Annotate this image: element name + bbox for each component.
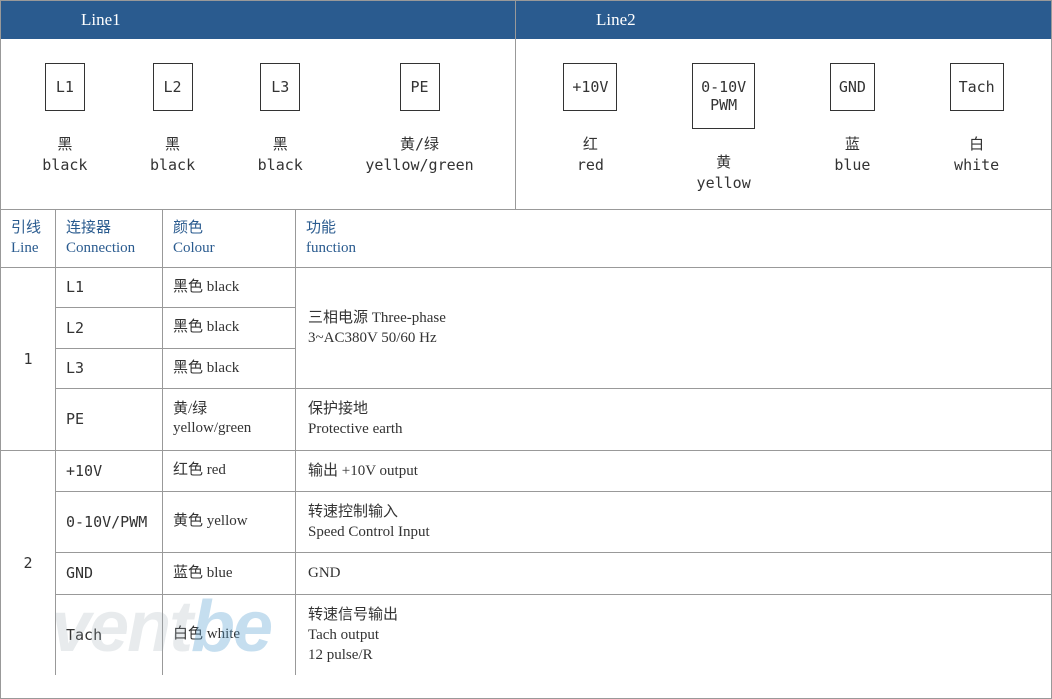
terminal-box: Tach: [950, 63, 1004, 111]
conn-cell: L2: [56, 308, 163, 348]
table-row: GND 蓝色 blue GND: [56, 553, 1051, 594]
terminal-010v-pwm: 0-10V PWM 黄 yellow: [692, 63, 755, 195]
terminal-en-label: black: [258, 156, 303, 174]
func-cell: 输出 +10V output: [296, 451, 1051, 491]
top-section: Line1 L1 黑 black L2 黑 black L3 黑 black: [1, 1, 1051, 210]
table-header-row: 引线 Line 连接器 Connection 颜色 Colour 功能 func…: [1, 210, 1051, 268]
merge-left: L1 黑色 black L2 黑色 black L3 黑色 black: [56, 268, 296, 389]
table-row: 0-10V/PWM 黄色 yellow 转速控制输入 Speed Control…: [56, 492, 1051, 554]
terminal-en-label: black: [42, 156, 87, 174]
terminal-10v: +10V 红 red: [563, 63, 617, 195]
conn-cell: L1: [56, 268, 163, 308]
table-row: +10V 红色 red 输出 +10V output: [56, 451, 1051, 492]
hdr-line-en: Line: [11, 238, 45, 258]
line-number: 2: [1, 451, 56, 676]
table-row: L1 黑色 black: [56, 268, 296, 309]
colour-cell: 黑色 black: [163, 268, 296, 308]
func-cell-merged: 三相电源 Three-phase 3~AC380V 50/60 Hz: [296, 268, 1051, 389]
terminal-en-label: red: [577, 156, 604, 174]
hdr-line: 引线 Line: [1, 210, 56, 267]
colour-cell: 黑色 black: [163, 349, 296, 389]
terminal-tach: Tach 白 white: [950, 63, 1004, 195]
colour-cell: 黄/绿 yellow/green: [163, 389, 296, 450]
terminal-l3: L3 黑 black: [258, 63, 303, 195]
hdr-colour: 颜色 Colour: [163, 210, 296, 267]
merged-rows: L1 黑色 black L2 黑色 black L3 黑色 black 三相电源…: [56, 268, 1051, 390]
colour-cell: 蓝色 blue: [163, 553, 296, 593]
line-body: L1 黑色 black L2 黑色 black L3 黑色 black 三相电源…: [56, 268, 1051, 450]
conn-cell: GND: [56, 553, 163, 593]
terminal-box: L2: [153, 63, 193, 111]
hdr-colour-cn: 颜色: [173, 218, 285, 238]
func-cell: 保护接地 Protective earth: [296, 389, 1051, 450]
terminal-gnd: GND 蓝 blue: [830, 63, 875, 195]
wiring-spec-container: Line1 L1 黑 black L2 黑 black L3 黑 black: [0, 0, 1052, 699]
conn-cell: L3: [56, 349, 163, 389]
hdr-connection: 连接器 Connection: [56, 210, 163, 267]
table-row: PE 黄/绿 yellow/green 保护接地 Protective eart…: [56, 389, 1051, 450]
terminal-box: L3: [260, 63, 300, 111]
hdr-function: 功能 function: [296, 210, 1051, 267]
terminal-cn-label: 黄/绿: [400, 133, 439, 154]
hdr-conn-en: Connection: [66, 238, 152, 258]
terminal-box: GND: [830, 63, 875, 111]
line1-column: Line1 L1 黑 black L2 黑 black L3 黑 black: [1, 1, 516, 209]
terminal-en-label: white: [954, 156, 999, 174]
terminal-box: L1: [45, 63, 85, 111]
line1-header: Line1: [1, 1, 515, 39]
line1-terminals: L1 黑 black L2 黑 black L3 黑 black PE 黄/绿: [1, 39, 515, 209]
line-number: 1: [1, 268, 56, 450]
hdr-func-cn: 功能: [306, 218, 1041, 238]
colour-cell: 黑色 black: [163, 308, 296, 348]
terminal-box: 0-10V PWM: [692, 63, 755, 129]
table-row: L2 黑色 black: [56, 308, 296, 349]
terminal-box: +10V: [563, 63, 617, 111]
terminal-cn-label: 黑: [57, 133, 72, 154]
hdr-conn-cn: 连接器: [66, 218, 152, 238]
line-group-1: 1 L1 黑色 black L2 黑色 black L3: [1, 268, 1051, 451]
terminal-cn-label: 黑: [165, 133, 180, 154]
line2-terminals: +10V 红 red 0-10V PWM 黄 yellow GND 蓝 blue…: [516, 39, 1051, 209]
hdr-func-en: function: [306, 238, 1041, 258]
hdr-colour-en: Colour: [173, 238, 285, 258]
terminal-cn-label: 蓝: [845, 133, 860, 154]
table-row: Tach 白色 white 转速信号输出 Tach output 12 puls…: [56, 595, 1051, 676]
wiring-table: ventbe 引线 Line 连接器 Connection 颜色 Colour …: [1, 210, 1051, 698]
line-body: +10V 红色 red 输出 +10V output 0-10V/PWM 黄色 …: [56, 451, 1051, 676]
colour-cell: 黄色 yellow: [163, 492, 296, 553]
table-row: L3 黑色 black: [56, 349, 296, 389]
line2-column: Line2 +10V 红 red 0-10V PWM 黄 yellow GND …: [516, 1, 1051, 209]
colour-cell: 红色 red: [163, 451, 296, 491]
func-cell: 转速控制输入 Speed Control Input: [296, 492, 1051, 553]
colour-cell: 白色 white: [163, 595, 296, 676]
func-cell: GND: [296, 553, 1051, 593]
terminal-l1: L1 黑 black: [42, 63, 87, 195]
terminal-box: PE: [400, 63, 440, 111]
terminal-cn-label: 黑: [273, 133, 288, 154]
terminal-cn-label: 红: [583, 133, 598, 154]
terminal-en-label: blue: [834, 156, 870, 174]
conn-cell: 0-10V/PWM: [56, 492, 163, 553]
terminal-cn-label: 黄: [716, 151, 731, 172]
hdr-line-cn: 引线: [11, 218, 45, 238]
terminal-en-label: yellow/green: [365, 156, 473, 174]
conn-cell: +10V: [56, 451, 163, 491]
terminal-pe: PE 黄/绿 yellow/green: [365, 63, 473, 195]
terminal-en-label: black: [150, 156, 195, 174]
conn-cell: Tach: [56, 595, 163, 676]
conn-cell: PE: [56, 389, 163, 450]
terminal-en-label: yellow: [697, 174, 751, 192]
line-group-2: 2 +10V 红色 red 输出 +10V output 0-10V/PWM 黄…: [1, 451, 1051, 676]
terminal-l2: L2 黑 black: [150, 63, 195, 195]
line2-header: Line2: [516, 1, 1051, 39]
func-cell: 转速信号输出 Tach output 12 pulse/R: [296, 595, 1051, 676]
terminal-cn-label: 白: [969, 133, 984, 154]
